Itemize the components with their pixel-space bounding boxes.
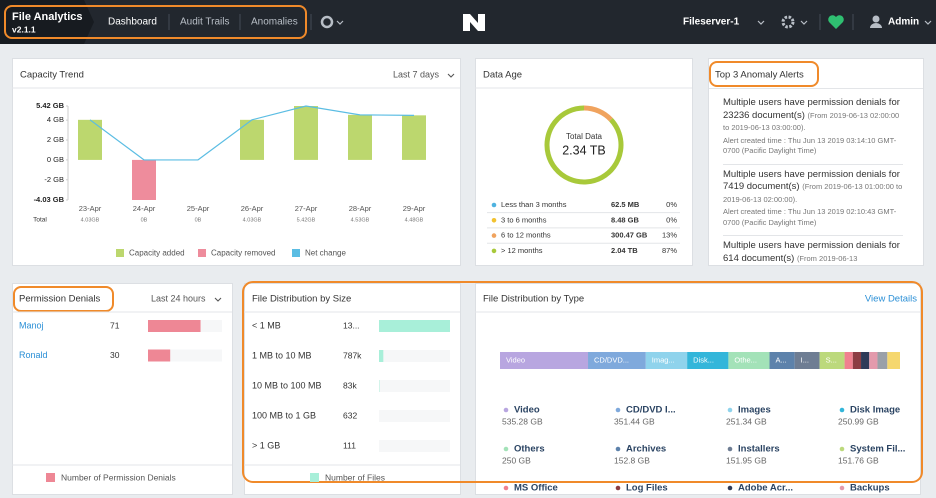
permission-panel (12, 283, 233, 495)
size-panel (244, 283, 461, 495)
capacity-panel (12, 58, 461, 266)
alert-range: (From 2019-06-13 (796, 253, 858, 263)
alert-list: Multiple users have permission denials f… (723, 93, 903, 265)
type-panel (475, 283, 921, 495)
top-bar (0, 0, 936, 44)
alert-range: (From 2019-06-13 02:00:00 to 2019-06-13 … (723, 110, 900, 133)
alert-item[interactable]: Multiple users have permission denials f… (723, 236, 903, 265)
alert-created: Alert created time : Thu Jun 13 2019 02:… (723, 207, 897, 227)
alert-text: Multiple users have permission denials f… (723, 240, 900, 264)
alert-range: (From 2019-06-13 01:00:00 to 2019-06-13 … (723, 182, 903, 204)
divider (709, 88, 923, 89)
alerts-panel: Multiple users have permission denials f… (708, 58, 924, 266)
alert-item[interactable]: Multiple users have permission denials f… (723, 93, 903, 165)
data-age-panel (475, 58, 693, 266)
alert-text: Multiple users have permission denials f… (723, 97, 900, 121)
alert-item[interactable]: Multiple users have permission denials f… (723, 165, 903, 236)
alert-created: Alert created time : Thu Jun 13 2019 03:… (723, 135, 897, 156)
alert-text: Multiple users have permission denials f… (723, 168, 900, 193)
